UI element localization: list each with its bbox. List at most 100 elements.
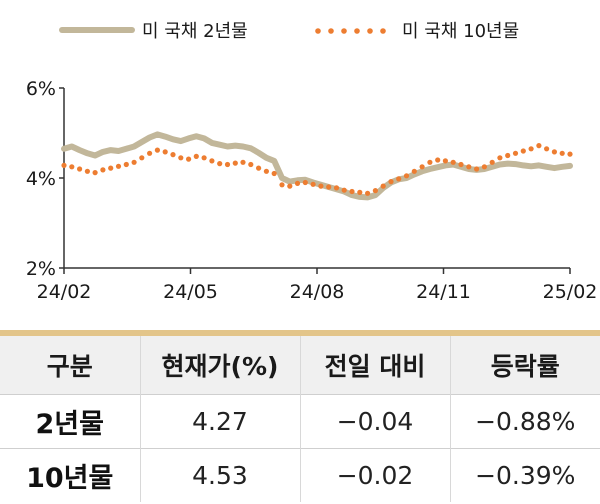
rate-10y: −0.39% xyxy=(449,448,600,502)
series-point-10y xyxy=(380,183,386,189)
series-point-10y xyxy=(458,161,464,168)
yield-line-chart: 2% 4% 6% 24/02 24/05 24/08 24/11 25/02 미 국채 2년물 미… xyxy=(26,21,598,303)
series-point-10y xyxy=(256,165,262,171)
row-label-10y: 10년물 xyxy=(26,462,114,494)
series-point-10y xyxy=(419,164,425,170)
series-point-10y xyxy=(544,146,550,152)
series-point-10y xyxy=(61,162,67,168)
series-point-10y xyxy=(372,188,378,194)
series-point-10y xyxy=(139,155,145,161)
series-point-10y xyxy=(240,159,246,165)
change-10y: −0.02 xyxy=(299,448,450,502)
x-tick-label: 24/02 xyxy=(37,281,92,303)
legend-swatch-10y xyxy=(341,28,347,34)
legend-swatch-10y xyxy=(354,28,360,34)
series-point-10y xyxy=(84,168,90,174)
series-point-10y xyxy=(559,150,565,156)
price-10y: 4.53 xyxy=(139,448,300,502)
series-point-10y xyxy=(333,185,340,191)
x-tick-label: 24/08 xyxy=(290,281,345,303)
series-point-10y xyxy=(427,159,433,165)
series-point-10y xyxy=(108,165,114,171)
series-point-10y xyxy=(92,170,98,176)
series-point-10y xyxy=(69,164,75,170)
series-point-10y xyxy=(162,149,168,155)
legend-label-2y: 미 국채 2년물 xyxy=(142,21,248,42)
series-point-10y xyxy=(248,161,254,168)
legend-swatch-10y xyxy=(380,28,386,34)
table-row-10y: 10년물 4.53 −0.02 −0.39% xyxy=(0,448,600,502)
series-point-10y xyxy=(310,181,316,187)
series-point-10y xyxy=(147,150,153,156)
series-point-10y xyxy=(263,168,269,174)
series-point-10y xyxy=(224,161,231,168)
series-point-10y xyxy=(271,170,277,177)
series-point-10y xyxy=(357,189,363,195)
series-point-10y xyxy=(551,149,558,155)
series-point-10y xyxy=(201,155,207,161)
series-point-10y xyxy=(341,187,347,193)
table-top-rule xyxy=(0,330,600,336)
series-point-10y xyxy=(279,182,285,188)
yield-table: 구분 현재가(%) 전일 대비 등락률 2년물 4.27 −0.04 −0.88… xyxy=(0,336,600,502)
yield-chart: 2% 4% 6% 24/02 24/05 24/08 24/11 25/02 미 국채 2년물 미… xyxy=(26,21,598,303)
header-rate: 등락률 xyxy=(449,336,600,394)
x-tick-label: 24/05 xyxy=(163,281,218,303)
series-point-10y xyxy=(528,146,534,152)
yield-table-section: 구분 현재가(%) 전일 대비 등락률 2년물 4.27 −0.04 −0.88… xyxy=(0,330,600,502)
series-point-10y xyxy=(326,184,332,190)
series-point-10y xyxy=(505,152,511,159)
series-point-10y xyxy=(489,159,495,165)
series-point-10y xyxy=(435,157,441,163)
x-tick-label: 24/11 xyxy=(416,281,471,303)
table-row-2y: 2년물 4.27 −0.04 −0.88% xyxy=(0,394,600,448)
series-point-10y xyxy=(123,161,129,168)
series-point-10y xyxy=(520,148,526,154)
series-point-10y xyxy=(131,159,137,165)
legend-swatch-10y xyxy=(315,28,321,34)
series-point-10y xyxy=(567,151,573,157)
series-point-10y xyxy=(388,179,394,185)
header-price: 현재가(%) xyxy=(139,336,300,394)
series-point-10y xyxy=(302,179,308,186)
series-point-10y xyxy=(154,147,160,153)
y-tick-label: 4% xyxy=(26,168,56,190)
series-point-10y xyxy=(396,176,402,182)
series-point-10y xyxy=(170,152,176,158)
series-point-10y xyxy=(442,158,448,164)
rate-2y: −0.88% xyxy=(449,394,600,448)
series-point-10y xyxy=(403,173,410,179)
series-point-10y xyxy=(411,168,417,174)
y-tick-label: 2% xyxy=(26,258,56,280)
legend-swatch-10y xyxy=(367,28,373,34)
x-tick-label: 25/02 xyxy=(543,281,598,303)
table-header-row: 구분 현재가(%) 전일 대비 등락률 xyxy=(0,336,600,394)
series-point-10y xyxy=(178,155,184,161)
legend-label-10y: 미 국채 10년물 xyxy=(402,21,519,42)
series-point-10y xyxy=(536,143,542,149)
change-2y: −0.04 xyxy=(299,394,450,448)
header-change: 전일 대비 xyxy=(299,336,450,394)
row-label-2y: 2년물 xyxy=(35,408,104,440)
legend-swatch-10y xyxy=(328,28,334,34)
series-point-10y xyxy=(77,166,83,172)
series-point-10y xyxy=(193,153,199,159)
series-point-10y xyxy=(450,159,456,165)
series-point-10y xyxy=(294,180,301,186)
series-point-10y xyxy=(365,190,371,196)
series-point-10y xyxy=(186,156,192,162)
series-point-10y xyxy=(115,163,122,169)
series-point-10y xyxy=(512,150,519,156)
series-point-10y xyxy=(100,167,106,173)
series-point-10y xyxy=(287,183,293,189)
series-point-10y xyxy=(209,158,215,164)
price-2y: 4.27 xyxy=(139,394,300,448)
y-tick-label: 6% xyxy=(26,78,56,100)
series-point-10y xyxy=(481,164,487,170)
series-point-10y xyxy=(318,183,324,189)
series-point-10y xyxy=(217,161,223,167)
series-point-10y xyxy=(474,166,480,172)
series-point-10y xyxy=(349,188,355,195)
series-point-10y xyxy=(497,155,503,161)
series-point-10y xyxy=(466,164,472,170)
